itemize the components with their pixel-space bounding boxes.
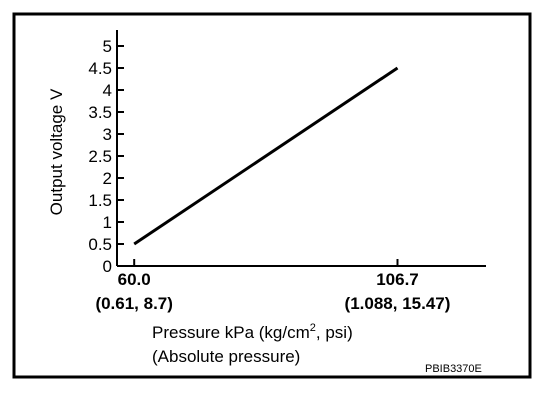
- y-tick-label: 1: [103, 213, 112, 232]
- x-tick-sublabel: (1.088, 15.47): [345, 294, 451, 313]
- y-tick-label: 0: [103, 257, 112, 276]
- series-line: [133, 66, 399, 246]
- series-group: [133, 66, 399, 246]
- figure-code: PBIB3370E: [425, 363, 482, 375]
- y-tick-label: 1.5: [88, 191, 112, 210]
- x-tick-label: 60.0: [118, 270, 151, 289]
- y-tick-label: 4: [103, 81, 112, 100]
- x-axis-title: Pressure kPa (kg/cm2, psi): [152, 322, 353, 342]
- figure-frame: [12, 12, 532, 379]
- x-axis-title-superscript: 2: [310, 322, 316, 334]
- x-axis-title-tail: , psi): [316, 323, 353, 342]
- y-tick-label: 0.5: [88, 235, 112, 254]
- x-tick-label: 106.7: [376, 270, 419, 289]
- y-tick-label: 5: [103, 37, 112, 56]
- x-tick-sublabel: (0.61, 8.7): [95, 294, 173, 313]
- x-axis-subtitle: (Absolute pressure): [152, 347, 300, 366]
- y-tick-label: 2.5: [88, 147, 112, 166]
- y-tick-label: 3.5: [88, 103, 112, 122]
- x-ticks-group: 60.0 (0.61, 8.7) 106.7 (1.088, 15.47): [95, 259, 450, 313]
- y-tick-label: 3: [103, 125, 112, 144]
- y-ticks-group: 0 0.5 1 1.5 2 2.5 3 3.5 4 4.5 5: [88, 37, 124, 276]
- x-axis-title-main: Pressure kPa (kg/cm: [152, 323, 310, 342]
- y-tick-label: 4.5: [88, 59, 112, 78]
- y-tick-label: 2: [103, 169, 112, 188]
- y-axis-title: Output voltage V: [47, 88, 66, 215]
